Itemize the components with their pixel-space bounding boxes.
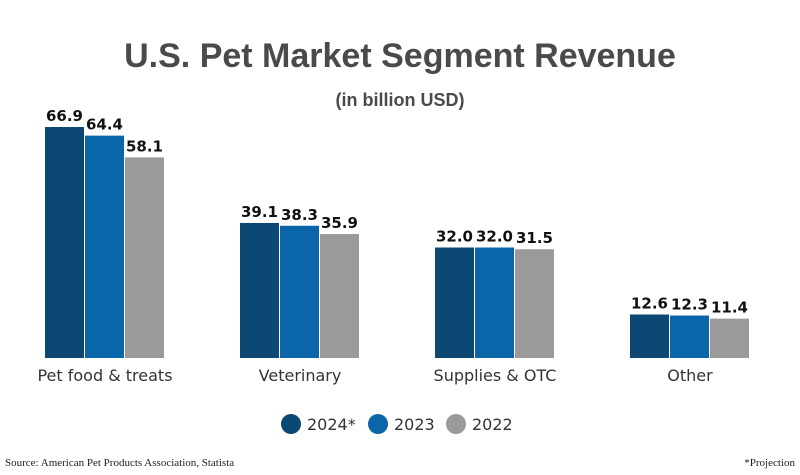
legend-marker-2023	[368, 414, 388, 434]
bar-other-2024	[630, 314, 669, 358]
category-labels-group: Pet food & treats Veterinary Supplies & OT…	[37, 366, 713, 385]
value-labels-group: 66.9 64.458.139.1 38.3 35.932.0 32.0 31.512.6…	[46, 107, 748, 317]
category-label-veterinary: Veterinary	[259, 366, 342, 385]
bar-pet-food-treats-2023	[85, 135, 124, 358]
legend: 2024* 2023 2022	[281, 414, 513, 434]
value-label-veterinary-2022: 35.9	[321, 214, 358, 232]
chart-subtitle: (in billion USD)	[336, 90, 465, 110]
value-label-pet-food-treats-2022: 58.1	[126, 137, 163, 155]
bars-group	[45, 127, 749, 358]
value-label-veterinary-2023: 38.3	[281, 206, 318, 224]
legend-label-2023: 2023	[394, 415, 435, 434]
value-label-veterinary-2024: 39.1	[241, 203, 278, 221]
value-label-other-2022: 11.4	[711, 299, 748, 317]
bar-other-2023	[670, 315, 709, 358]
legend-label-2024: 2024*	[307, 415, 356, 434]
value-label-other-2023: 12.3	[671, 296, 708, 314]
value-label-pet-food-treats-2023: 64.4	[86, 116, 123, 134]
value-label-supplies-otc-2023: 32.0	[476, 228, 513, 246]
bar-veterinary-2023	[280, 225, 319, 358]
category-label-supplies-otc: Supplies & OTC	[434, 366, 557, 385]
bar-supplies-otc-2023	[475, 247, 514, 358]
bar-other-2022	[710, 318, 749, 358]
bar-pet-food-treats-2022	[125, 157, 164, 358]
legend-marker-2024	[281, 414, 301, 434]
bar-pet-food-treats-2024	[45, 127, 84, 358]
legend-label-2022: 2022	[472, 415, 513, 434]
category-label-pet-food-treats: Pet food & treats	[37, 366, 172, 385]
bar-supplies-otc-2024	[435, 247, 474, 358]
value-label-other-2024: 12.6	[631, 294, 668, 312]
bar-veterinary-2024	[240, 222, 279, 358]
legend-marker-2022	[446, 414, 466, 434]
category-label-other: Other	[667, 366, 713, 385]
bar-supplies-otc-2022	[515, 249, 554, 358]
chart-title: U.S. Pet Market Segment Revenue	[124, 37, 676, 75]
value-label-supplies-otc-2024: 32.0	[436, 228, 473, 246]
value-label-pet-food-treats-2024: 66.9	[46, 107, 83, 125]
source-note: Source: American Pet Products Associatio…	[5, 457, 234, 469]
value-label-supplies-otc-2022: 31.5	[516, 229, 553, 247]
projection-note: *Projection	[744, 457, 795, 469]
bar-veterinary-2022	[320, 234, 359, 358]
